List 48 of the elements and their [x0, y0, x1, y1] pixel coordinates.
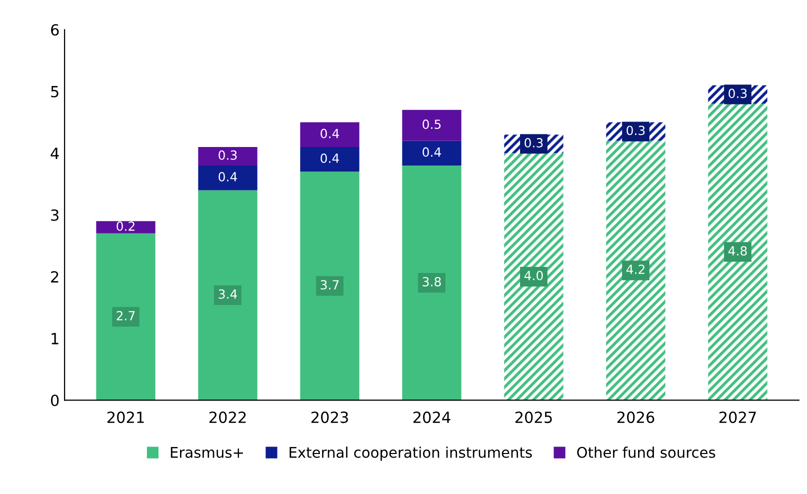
- y-tick-label: 5: [51, 86, 58, 98]
- x-tick-label: 2023: [311, 412, 348, 424]
- x-tick-label: 2021: [107, 412, 144, 424]
- y-tick-label: 4: [50, 148, 59, 159]
- bar: [402, 140, 462, 166]
- bar: [504, 153, 564, 400]
- y-tick-label: 0: [50, 394, 59, 406]
- data-label: 0.5: [422, 120, 441, 129]
- x-tick-label: 2024: [413, 412, 450, 424]
- bar: [300, 146, 360, 172]
- bar: [96, 233, 156, 400]
- bar: [606, 140, 666, 400]
- y-tick-label: 1: [52, 333, 58, 344]
- bar: [402, 165, 462, 400]
- x-tick-label: 2025: [515, 412, 552, 424]
- y-tick-label: 2: [51, 271, 58, 282]
- data-label: 3.7: [320, 280, 339, 290]
- data-label: 0.3: [524, 138, 543, 148]
- bar: [402, 110, 462, 141]
- data-label: 4.0: [524, 270, 543, 280]
- y-tick-label: 6: [51, 24, 59, 36]
- data-label: 0.3: [728, 88, 747, 98]
- data-label: 0.4: [218, 172, 237, 182]
- data-label: 3.4: [218, 289, 237, 299]
- data-label: 2.7: [116, 310, 135, 320]
- bar: [198, 146, 258, 166]
- y-tick-label: 3: [51, 209, 58, 221]
- data-label: 0.3: [626, 126, 645, 136]
- x-tick-label: 2022: [209, 412, 246, 424]
- bar: [708, 104, 768, 400]
- x-tick-label: 2027: [719, 412, 756, 424]
- bar: [198, 190, 258, 400]
- data-label: 0.4: [320, 153, 339, 163]
- data-label: 0.4: [422, 147, 441, 157]
- data-label: 3.8: [422, 276, 441, 286]
- data-label: 0.3: [218, 150, 237, 160]
- data-label: 0.4: [320, 128, 339, 138]
- data-label: 4.8: [728, 246, 747, 256]
- bar: [198, 165, 258, 190]
- legend-label: External cooperation instruments: [290, 446, 532, 461]
- legend-label: Erasmus+: [170, 447, 243, 458]
- data-label: 0.2: [116, 221, 134, 231]
- legend-label: Other fund sources: [577, 446, 716, 458]
- bar: [96, 221, 156, 234]
- x-tick-label: 2026: [617, 412, 654, 424]
- bar: [300, 172, 360, 400]
- bar: [300, 122, 360, 147]
- data-label: 4.2: [626, 264, 644, 274]
